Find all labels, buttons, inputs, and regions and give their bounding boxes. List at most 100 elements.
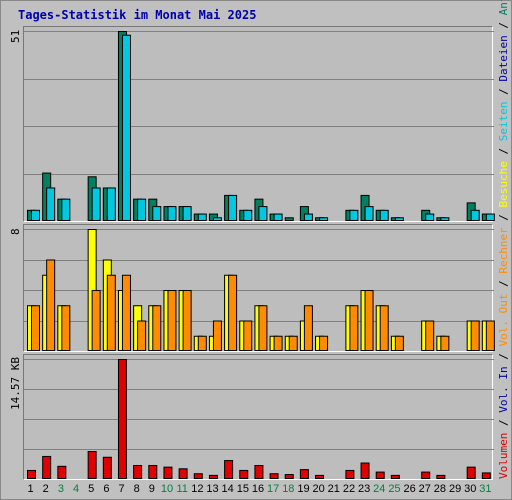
day-label-25: 25 (388, 483, 401, 495)
day-label-11: 11 (176, 483, 188, 495)
bar-rechner-day-22 (349, 305, 359, 351)
bar-rechner-day-28 (440, 335, 450, 351)
legend-vol-out: Vol. Out (497, 293, 510, 347)
bar-volumen-day-6 (102, 456, 112, 480)
day-label-3: 3 (57, 483, 64, 495)
bar-rechner-day-24 (379, 305, 389, 351)
bar-rechner-day-9 (152, 305, 162, 351)
day-label-28: 28 (433, 483, 447, 495)
legend-sep-2: / (497, 346, 510, 367)
bar-rechner-day-27 (425, 320, 435, 351)
day-label-4: 4 (73, 483, 80, 495)
bar-dateien-day-9 (152, 206, 162, 221)
bar-volumen-day-10 (163, 466, 173, 480)
legend-sep-3: / (497, 273, 510, 294)
bar-volumen-day-24 (375, 471, 385, 480)
bar-rechner-day-18 (288, 335, 298, 351)
bar-dateien-day-25 (394, 217, 404, 221)
bar-dateien-day-31 (485, 213, 495, 222)
bar-dateien-day-11 (182, 206, 192, 221)
bar-rechner-day-2 (46, 259, 56, 351)
bar-dateien-day-3 (61, 198, 71, 222)
bar-rechner-day-19 (303, 305, 313, 351)
bar-rechner-day-15 (243, 320, 253, 351)
day-label-19: 19 (297, 483, 310, 495)
day-label-22: 22 (342, 483, 356, 495)
bar-volumen-day-11 (178, 468, 188, 479)
day-label-31: 31 (479, 483, 492, 495)
bar-dateien-day-1 (31, 209, 40, 222)
bar-rechner-day-12 (197, 335, 207, 351)
requests-max-label: 51 (9, 29, 22, 43)
bar-volumen-day-25 (390, 474, 400, 480)
bar-dateien-day-10 (167, 206, 177, 221)
visits-max-label: 8 (9, 228, 22, 235)
bar-dateien-day-2 (46, 187, 56, 221)
bar-rechner-day-1 (31, 305, 40, 351)
bar-volumen-day-1 (27, 469, 36, 479)
bar-dateien-day-30 (470, 209, 480, 222)
bar-rechner-day-7 (121, 274, 131, 351)
bar-rechner-day-20 (319, 335, 329, 351)
bar-volumen-day-31 (481, 472, 491, 479)
day-label-2: 2 (42, 483, 49, 495)
bar-dateien-day-13 (212, 217, 222, 221)
legend-hosts: Rechner (497, 227, 510, 274)
bar-rechner-day-5 (91, 290, 101, 351)
bar-volumen-day-2 (42, 455, 52, 480)
bar-volumen-day-8 (133, 464, 143, 479)
bar-volumen-day-16 (254, 464, 264, 479)
bar-rechner-day-30 (470, 320, 480, 351)
bar-volumen-day-15 (239, 469, 249, 479)
bar-rechner-day-17 (273, 335, 283, 351)
legend-files: Dateien (497, 35, 510, 82)
bar-rechner-day-11 (182, 290, 192, 351)
chart-title: Tages-Statistik im Monat Mai 2025 (18, 8, 257, 22)
bar-dateien-day-20 (319, 217, 329, 221)
bar-volumen-day-13 (208, 474, 218, 480)
legend-sep-6: / (497, 81, 510, 102)
visits-hosts-panel (23, 224, 495, 352)
day-label-20: 20 (312, 483, 325, 495)
bar-dateien-day-24 (379, 209, 389, 222)
bar-rechner-day-3 (61, 305, 71, 351)
legend-pages: Seiten (497, 101, 510, 142)
bar-dateien-day-7 (121, 34, 131, 221)
legend-sep-1: / (497, 412, 510, 433)
bar-volumen-day-7 (117, 359, 127, 479)
day-label-7: 7 (118, 483, 125, 495)
bar-dateien-day-19 (303, 213, 313, 222)
day-label-30: 30 (464, 483, 477, 495)
legend-vol-in: Vol. In (497, 366, 510, 413)
day-label-1: 1 (27, 483, 34, 495)
bar-dateien-day-5 (91, 187, 101, 221)
requests-files-chart (24, 31, 495, 222)
bar-anfragen-day-18 (284, 217, 294, 221)
legend-sep-7: / (497, 15, 510, 36)
day-label-16: 16 (251, 483, 265, 495)
bar-rechner-day-6 (106, 274, 116, 351)
day-label-17: 17 (267, 483, 280, 495)
day-label-23: 23 (358, 483, 371, 495)
volume-chart (24, 359, 494, 480)
bar-volumen-day-22 (345, 469, 355, 479)
bar-rechner-day-23 (364, 290, 374, 351)
day-label-5: 5 (88, 483, 95, 495)
bar-rechner-day-25 (394, 335, 404, 351)
bar-volumen-day-19 (299, 469, 309, 479)
bar-volumen-day-27 (421, 471, 431, 480)
day-label-29: 29 (448, 483, 462, 495)
bar-volumen-day-20 (315, 474, 325, 480)
day-label-6: 6 (103, 483, 110, 495)
day-label-13: 13 (206, 483, 219, 495)
bar-dateien-day-6 (106, 187, 116, 221)
legend: Volumen / Vol. In / Vol. Out / Rechner /… (495, 0, 512, 479)
day-label-10: 10 (160, 483, 174, 495)
bar-volumen-day-14 (224, 460, 234, 480)
day-label-18: 18 (282, 483, 295, 495)
bar-rechner-day-8 (137, 320, 147, 351)
bar-volumen-day-12 (193, 473, 203, 479)
bar-rechner-day-10 (167, 290, 177, 351)
day-label-8: 8 (133, 483, 140, 495)
